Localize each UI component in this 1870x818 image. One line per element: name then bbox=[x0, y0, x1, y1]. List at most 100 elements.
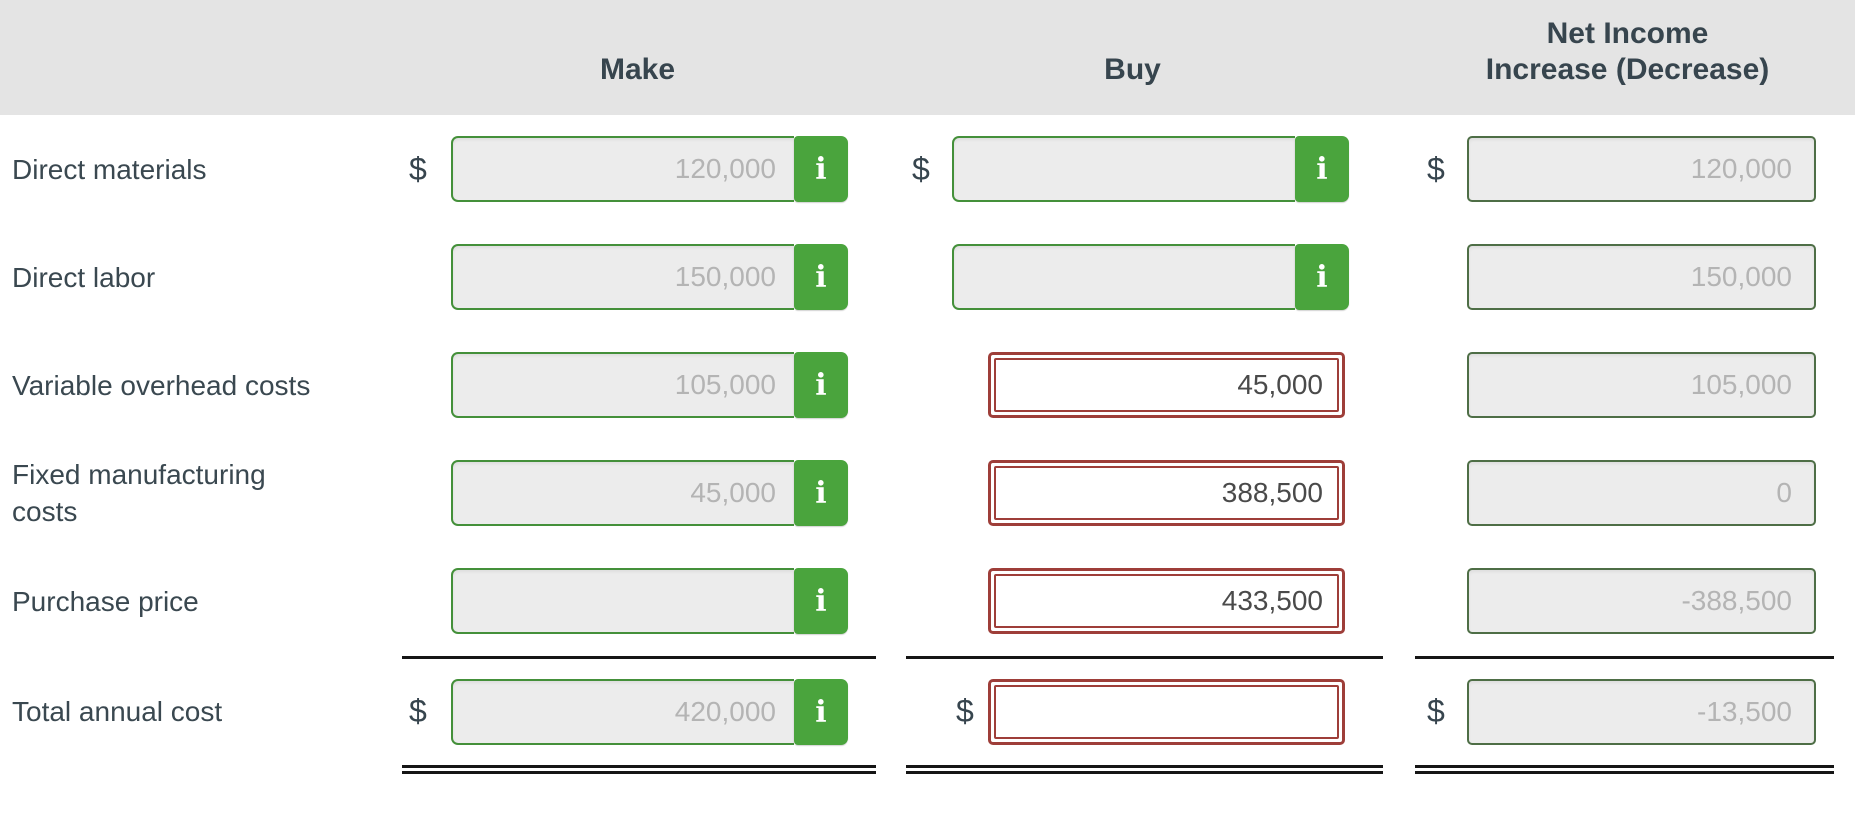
make-cell: i bbox=[395, 547, 880, 655]
net-cell: 150,000 bbox=[1385, 223, 1870, 331]
grand-total-rule-make-bottom bbox=[402, 771, 876, 774]
buy-entry-input[interactable] bbox=[994, 574, 1339, 628]
make-input-disabled: 45,000 i bbox=[451, 460, 848, 526]
make-input-value: 150,000 bbox=[674, 261, 776, 292]
row-label-cell: Variable overhead costs bbox=[0, 331, 395, 439]
make-input-value: 420,000 bbox=[674, 696, 776, 727]
row-label-cell: Direct labor bbox=[0, 223, 395, 331]
dollar-sign: $ bbox=[409, 692, 427, 729]
column-header-buy: Buy bbox=[880, 0, 1385, 115]
buy-cell bbox=[880, 331, 1385, 439]
buy-cell: i bbox=[880, 223, 1385, 331]
buy-input-disabled: i bbox=[952, 136, 1349, 202]
net-cell: $120,000 bbox=[1385, 115, 1870, 223]
row-label: Total annual cost bbox=[12, 695, 223, 727]
info-icon: i bbox=[1316, 259, 1328, 295]
make-input-disabled: 105,000 i bbox=[451, 352, 848, 418]
info-icon: i bbox=[815, 151, 827, 187]
net-cell: $ -13,500 bbox=[1385, 659, 1870, 763]
net-input-value: 105,000 bbox=[1690, 369, 1792, 400]
table-row: Purchase price i -388,500 bbox=[0, 547, 1870, 655]
make-input-disabled: i bbox=[451, 568, 848, 634]
buy-entry-input[interactable] bbox=[994, 358, 1339, 412]
buy-input-box bbox=[952, 244, 1295, 310]
net-input-readonly: -388,500 bbox=[1467, 568, 1816, 634]
table-row: Variable overhead costs 105,000 i 105,000 bbox=[0, 331, 1870, 439]
header-spacer bbox=[0, 0, 395, 115]
info-icon: i bbox=[815, 694, 827, 730]
row-label-cell: Direct materials bbox=[0, 115, 395, 223]
info-icon: i bbox=[815, 259, 827, 295]
dollar-sign: $ bbox=[956, 692, 974, 729]
make-input-box: 45,000 bbox=[451, 460, 794, 526]
buy-cell bbox=[880, 547, 1385, 655]
make-input-disabled: 150,000 i bbox=[451, 244, 848, 310]
table-header: Make Buy Net Income Increase (Decrease) bbox=[0, 0, 1855, 115]
buy-input-box bbox=[952, 136, 1295, 202]
make-input-disabled: 120,000 i bbox=[451, 136, 848, 202]
buy-input-disabled: i bbox=[952, 244, 1349, 310]
make-input-disabled: 420,000 i bbox=[451, 679, 848, 745]
info-button[interactable]: i bbox=[794, 244, 848, 310]
table-row: Direct materials $120,000 i $ i $120,000 bbox=[0, 115, 1870, 223]
total-rule-buy bbox=[906, 656, 1383, 659]
total-rule-make bbox=[402, 656, 876, 659]
net-input-readonly: 120,000 bbox=[1467, 136, 1816, 202]
row-label: Variable overhead costs bbox=[12, 369, 311, 401]
buy-entry-field bbox=[988, 679, 1345, 745]
total-row: Total annual cost $420,000 i $ $ -13,500 bbox=[0, 659, 1870, 763]
column-header-make-label: Make bbox=[599, 53, 676, 86]
row-label: Fixed manufacturing costs bbox=[12, 459, 266, 527]
net-cell: 0 bbox=[1385, 439, 1870, 547]
make-cell: 45,000 i bbox=[395, 439, 880, 547]
table-row: Fixed manufacturing costs 45,000 i 0 bbox=[0, 439, 1870, 547]
total-rule-net bbox=[1415, 656, 1834, 659]
grand-total-rule-net-bottom bbox=[1415, 771, 1834, 774]
info-icon: i bbox=[815, 475, 827, 511]
row-label: Direct labor bbox=[12, 261, 156, 293]
make-input-box: 420,000 bbox=[451, 679, 794, 745]
total-rule bbox=[0, 656, 1870, 659]
make-input-value: 105,000 bbox=[674, 369, 776, 400]
grand-total-rule-buy-bottom bbox=[906, 771, 1383, 774]
buy-entry-field bbox=[988, 568, 1345, 634]
net-cell: -388,500 bbox=[1385, 547, 1870, 655]
buy-entry-input[interactable] bbox=[994, 466, 1339, 520]
info-button[interactable]: i bbox=[794, 460, 848, 526]
buy-cell: $ i bbox=[880, 115, 1385, 223]
column-header-net-income-line2: Increase (Decrease) bbox=[1485, 53, 1770, 86]
buy-entry-input[interactable] bbox=[994, 685, 1339, 739]
table-row: Direct labor 150,000 i i 150,000 bbox=[0, 223, 1870, 331]
info-button[interactable]: i bbox=[794, 352, 848, 418]
buy-entry-field bbox=[988, 352, 1345, 418]
net-cell: 105,000 bbox=[1385, 331, 1870, 439]
dollar-sign: $ bbox=[1427, 692, 1445, 729]
make-cell: 105,000 i bbox=[395, 331, 880, 439]
net-input-value: 120,000 bbox=[1690, 153, 1792, 184]
make-cell: $420,000 i bbox=[395, 659, 880, 763]
net-input-value: 0 bbox=[1776, 477, 1792, 508]
info-icon: i bbox=[1316, 151, 1328, 187]
grand-total-rule bbox=[0, 765, 1870, 774]
dollar-sign: $ bbox=[1427, 150, 1445, 187]
make-input-box: 150,000 bbox=[451, 244, 794, 310]
net-input-readonly: -13,500 bbox=[1467, 679, 1816, 745]
net-input-value: 150,000 bbox=[1690, 261, 1792, 292]
row-label-cell: Total annual cost bbox=[0, 659, 395, 763]
info-button[interactable]: i bbox=[794, 679, 848, 745]
row-label-cell: Purchase price bbox=[0, 547, 395, 655]
make-input-box: 105,000 bbox=[451, 352, 794, 418]
info-icon: i bbox=[815, 583, 827, 619]
info-button[interactable]: i bbox=[794, 136, 848, 202]
info-button[interactable]: i bbox=[794, 568, 848, 634]
grand-total-rule-net-top bbox=[1415, 765, 1834, 768]
row-label-cell: Fixed manufacturing costs bbox=[0, 439, 395, 547]
column-header-net-income-line1: Net Income bbox=[1546, 17, 1709, 50]
row-label: Purchase price bbox=[12, 585, 199, 617]
info-button[interactable]: i bbox=[1295, 244, 1349, 310]
net-input-readonly: 150,000 bbox=[1467, 244, 1816, 310]
make-input-value: 120,000 bbox=[674, 153, 776, 184]
grand-total-rule-make-top bbox=[402, 765, 876, 768]
info-button[interactable]: i bbox=[1295, 136, 1349, 202]
